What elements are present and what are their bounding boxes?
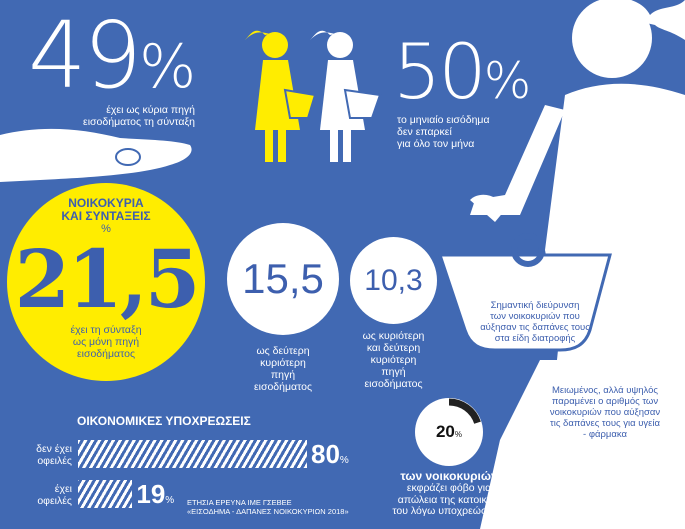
health-text: Μειωμένος, αλλά υψηλός παραμένει ο αριθμό… xyxy=(549,385,661,440)
source-note: ΕΤΗΣΙΑ ΕΡΕΥΝΑ ΙΜΕ ΓΣΕΒΕΕ «ΕΙΣΟΔΗΜΑ - ΔΑΠΑ… xyxy=(187,498,349,516)
stat-49: 49% xyxy=(28,2,196,109)
fear-donut-arc xyxy=(448,398,481,425)
fear-caption: των νοικοκυριών εκφράζει φόβο για απώλεια … xyxy=(392,469,506,517)
households-circle xyxy=(7,183,205,381)
bar-value-no-debt: 80% xyxy=(311,439,349,469)
both-sources-caption: ως κυριότερη και δεύτερη κυριότερη πηγή εισο… xyxy=(362,330,425,390)
bar-no-debt xyxy=(78,440,307,468)
bar-label-no-debt: δεν έχει οφειλές xyxy=(36,443,72,467)
households-title: ΝΟΙΚΟΚΥΡΙΑ ΚΑΙ ΣΥΝΤΑΞΕΙΣ% xyxy=(61,196,151,236)
households-value: 21,5 xyxy=(14,232,201,326)
stat-50: 50% xyxy=(393,27,531,116)
obligations-title: ΟΙΚΟΝΟΜΙΚΕΣ ΥΠΟΧΡΕΩΣΕΙΣ xyxy=(77,414,251,428)
stat-50-caption: το μηνιαίο εισόδημα δεν επαρκεί για όλο το… xyxy=(397,114,490,150)
both-sources-circle: 10,3 xyxy=(350,237,437,324)
food-text: Σημαντική διεύρυνση των νοικοκυριών που αύ… xyxy=(480,300,590,344)
households-caption: έχει τη σύνταξη ως μόνη πηγή εισοδήματος xyxy=(70,324,142,360)
bar-label-debt: έχει οφειλές xyxy=(37,483,72,507)
second-source-circle: 15,5 xyxy=(227,223,339,335)
bar-value-debt: 19% xyxy=(136,479,175,509)
fear-value: 20% xyxy=(435,422,463,441)
bar-debt xyxy=(78,480,133,508)
stat-49-caption: έχει ως κύρια πηγή εισοδήματος τη σύνταξη xyxy=(83,104,195,128)
second-source-caption: ως δεύτερη κυριότερη πηγή εισοδήματος xyxy=(253,345,313,393)
